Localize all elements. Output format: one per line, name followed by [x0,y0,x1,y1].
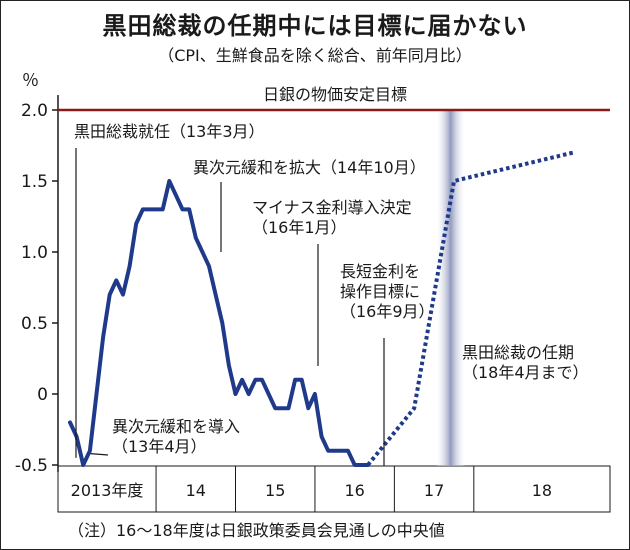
annotation-yield-curve: （16年9月） [340,302,435,321]
annotation-kuroda-start: 黒田総裁就任（13年3月） [74,122,265,141]
x-category-label: 18 [532,481,552,500]
x-category-label: 17 [424,481,444,500]
y-axis-unit: ％ [22,71,39,91]
annotation-term-end: 黒田総裁の任期 [462,343,574,362]
annotation-yield-curve: 操作目標に [340,282,420,301]
annotation-qqe-start: （13年4月） [112,437,207,456]
chart-title: 黒田総裁の任期中には目標に届かない [102,12,528,40]
annotation-leader [90,453,109,456]
annotation-qqe-expand: 異次元緩和を拡大（14年10月） [193,158,426,177]
x-axis-box [57,465,611,513]
annotation-negative-rate: （16年1月） [252,218,347,237]
x-category-label: 16 [344,481,364,500]
y-tick-label: 1.5 [21,172,48,192]
x-category-label: 15 [265,481,285,500]
y-tick-label: 0 [37,385,48,405]
footnote: （注）16～18年度は日銀政策委員会見通しの中央値 [68,521,445,540]
y-tick-label: -0.5 [15,456,48,476]
forecast-line [366,150,574,467]
x-category-label: 14 [186,481,206,500]
y-tick-label: 0.5 [21,314,48,334]
chart-subtitle: （CPI、生鮮食品を除く総合、前年同月比） [158,46,472,65]
annotation-negative-rate: マイナス金利導入決定 [252,198,412,217]
y-tick-label: 2.0 [21,101,48,121]
term-end-band [436,110,465,466]
y-tick-label: 1.0 [21,243,48,263]
cpi-line [68,179,370,467]
annotation-qqe-start: 異次元緩和を導入 [112,417,240,436]
target-label: 日銀の物価安定目標 [263,85,407,104]
annotation-yield-curve: 長短金利を [340,262,420,281]
annotation-term-end: （18年4月まで） [462,363,589,382]
x-category-label: 2013年度 [71,481,144,500]
